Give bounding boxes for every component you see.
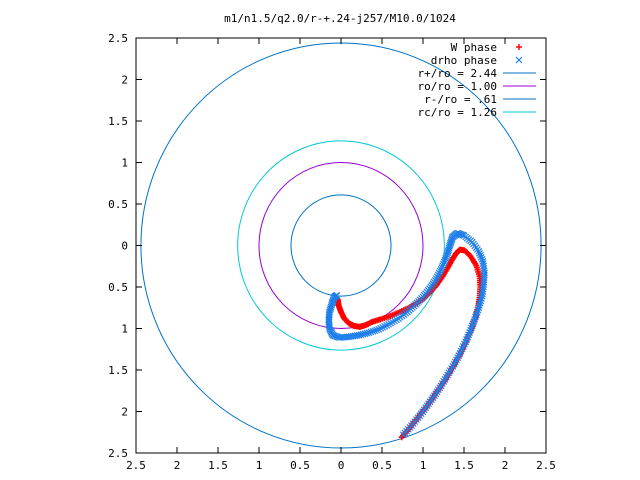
- drho-phase-point: [437, 265, 445, 273]
- x-tick-label: 2.5: [126, 459, 146, 472]
- circle-rc-trace: [237, 140, 445, 351]
- y-tick-label: 2: [121, 74, 128, 87]
- drho-phase-markers: [325, 229, 488, 439]
- axis-ticks: 2.5 2 1.5 1 0.5 0 0.5 1 1.5 2 2.52.521.510.500.511…: [108, 32, 556, 472]
- drho-phase-point: [477, 253, 485, 261]
- y-tick-label: 1.5: [108, 364, 128, 377]
- drho-phase-point: [478, 255, 486, 263]
- y-tick-label: 0: [121, 240, 128, 253]
- y-tick-label: 2.5: [108, 447, 128, 460]
- y-tick-label: 2: [121, 406, 128, 419]
- drho-phase-point: [381, 322, 389, 330]
- x-tick-label: 1: [420, 459, 427, 472]
- legend-swatch: [516, 44, 522, 50]
- drho-phase-point: [472, 311, 480, 319]
- drho-phase-point: [468, 322, 476, 330]
- drho-phase-point: [472, 313, 479, 321]
- drho-phase-point: [441, 256, 449, 264]
- drho-phase-point: [383, 321, 391, 329]
- drho-phase-point: [476, 251, 484, 259]
- drho-phase-point: [440, 258, 448, 266]
- legend-label: r+/ro = 2.44: [418, 67, 498, 80]
- drho-phase-point: [333, 291, 341, 299]
- drho-phase-point: [473, 308, 481, 316]
- x-tick-label: 2: [174, 459, 181, 472]
- drho-phase-point: [444, 249, 452, 257]
- drho-phase-point: [369, 327, 377, 335]
- legend-label: rc/ro = 1.26: [418, 106, 497, 119]
- drho-phase-point: [471, 315, 479, 323]
- circle-ro-trace: [258, 162, 424, 329]
- drho-phase-point: [377, 324, 385, 332]
- drho-phase-point: [476, 249, 484, 257]
- x-tick-label: 2: [502, 459, 509, 472]
- drho-phase-point: [469, 320, 477, 328]
- legend-swatch: [515, 56, 523, 64]
- drho-phase-point: [373, 326, 381, 334]
- legend-label: W phase: [451, 41, 497, 54]
- x-tick-label: 1: [256, 459, 263, 472]
- x-tick-label: 0: [338, 459, 345, 472]
- y-tick-label: 2.5: [108, 32, 128, 45]
- drho-phase-point: [438, 264, 446, 272]
- y-tick-label: 0.5: [108, 198, 128, 211]
- drho-phase-point: [379, 323, 387, 331]
- drho-phase-point: [470, 318, 478, 325]
- drho-phase-point: [361, 330, 369, 338]
- chart-title: m1/n1.5/q2.0/r-+.24-j257/M10.0/1024: [224, 12, 456, 25]
- drho-phase-point: [385, 320, 392, 328]
- drho-phase-point: [442, 255, 450, 262]
- legend-label: drho phase: [431, 54, 497, 67]
- y-tick-label: 1: [121, 323, 128, 336]
- legend-label: ro/ro = 1.00: [418, 80, 497, 93]
- drho-phase-point: [439, 262, 447, 270]
- legend-label: r-/ro = .61: [424, 93, 497, 106]
- drho-phase-point: [467, 324, 475, 332]
- drho-phase-point: [363, 329, 371, 337]
- drho-phase-point: [442, 253, 450, 261]
- drho-phase-point: [365, 329, 373, 337]
- drho-phase-point: [467, 326, 474, 334]
- x-tick-label: 1.5: [454, 459, 474, 472]
- y-tick-label: 1: [121, 157, 128, 170]
- circle-r-trace: [290, 194, 392, 297]
- drho-phase-point: [375, 325, 383, 333]
- drho-phase-point: [479, 257, 487, 265]
- drho-phase-point: [367, 328, 375, 336]
- y-tick-label: 1.5: [108, 115, 128, 128]
- drho-phase-point: [443, 251, 451, 259]
- x-tick-label: 2.5: [536, 459, 556, 472]
- x-tick-label: 0.5: [372, 459, 392, 472]
- drho-phase-point: [440, 260, 447, 268]
- x-tick-label: 0.5: [290, 459, 310, 472]
- y-tick-label: 0.5: [108, 281, 128, 294]
- drho-phase-point: [474, 306, 482, 314]
- drho-phase-point: [359, 330, 367, 338]
- drho-phase-point: [371, 327, 379, 335]
- x-tick-label: 1.5: [208, 459, 228, 472]
